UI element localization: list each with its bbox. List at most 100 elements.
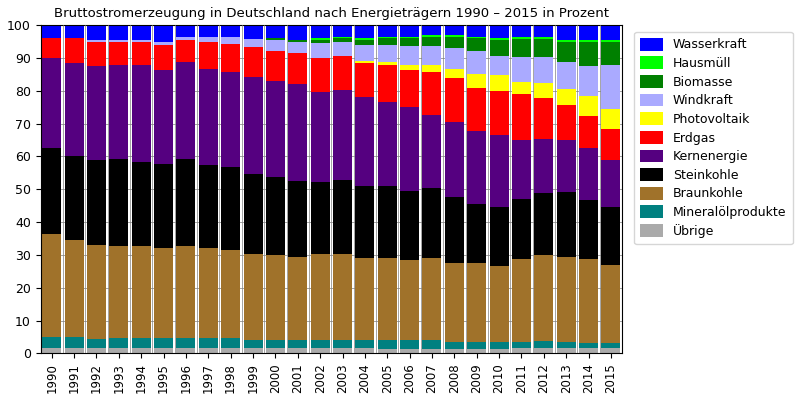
Bar	[579, 348, 598, 353]
Bar	[266, 40, 285, 51]
Bar	[198, 37, 218, 42]
Bar	[422, 25, 442, 35]
Bar	[534, 138, 554, 193]
Bar	[579, 96, 598, 116]
Bar	[355, 38, 374, 40]
Bar	[490, 40, 509, 56]
Bar	[534, 342, 554, 348]
Bar	[445, 348, 464, 353]
Bar	[557, 140, 576, 192]
Bar	[266, 177, 285, 256]
Bar	[400, 70, 419, 107]
Bar	[87, 40, 106, 42]
Bar	[602, 40, 621, 42]
Bar	[198, 338, 218, 348]
Bar	[333, 56, 352, 90]
Bar	[512, 198, 531, 259]
Bar	[534, 83, 554, 98]
Bar	[557, 348, 576, 353]
Bar	[445, 78, 464, 122]
Bar	[266, 256, 285, 340]
Bar	[65, 38, 83, 63]
Bar	[422, 36, 442, 46]
Bar	[198, 68, 218, 165]
Bar	[333, 38, 352, 42]
Bar	[310, 182, 330, 254]
Legend: Wasserkraft, Hausmüll, Biomasse, Windkraft, Photovoltaik, Erdgas, Kernenergie, S: Wasserkraft, Hausmüll, Biomasse, Windkra…	[634, 32, 793, 244]
Bar	[355, 348, 374, 353]
Bar	[557, 342, 576, 348]
Bar	[400, 260, 419, 340]
Bar	[288, 84, 307, 181]
Bar	[579, 259, 598, 343]
Bar	[132, 348, 150, 353]
Bar	[445, 35, 464, 36]
Bar	[355, 25, 374, 38]
Bar	[512, 37, 531, 39]
Bar	[243, 77, 262, 174]
Bar	[221, 167, 240, 250]
Bar	[42, 25, 62, 38]
Bar	[333, 254, 352, 340]
Bar	[110, 40, 128, 42]
Bar	[266, 25, 285, 38]
Bar	[154, 348, 173, 353]
Bar	[534, 37, 554, 39]
Bar	[310, 40, 330, 43]
Bar	[177, 159, 195, 246]
Bar	[512, 57, 531, 82]
Bar	[579, 66, 598, 96]
Bar	[534, 39, 554, 58]
Bar	[490, 25, 509, 38]
Bar	[579, 40, 598, 42]
Bar	[512, 342, 531, 348]
Bar	[243, 38, 262, 47]
Bar	[221, 250, 240, 338]
Bar	[557, 25, 576, 40]
Bar	[355, 61, 374, 63]
Bar	[132, 42, 150, 65]
Bar	[467, 342, 486, 348]
Bar	[87, 66, 106, 160]
Bar	[355, 258, 374, 340]
Bar	[198, 42, 218, 68]
Bar	[422, 348, 442, 353]
Bar	[266, 38, 285, 40]
Bar	[445, 122, 464, 197]
Bar	[154, 164, 173, 248]
Bar	[110, 25, 128, 40]
Bar	[198, 25, 218, 37]
Bar	[602, 108, 621, 128]
Bar	[602, 160, 621, 207]
Bar	[221, 44, 240, 72]
Bar	[310, 43, 330, 58]
Bar	[87, 338, 106, 348]
Bar	[579, 343, 598, 348]
Bar	[467, 263, 486, 342]
Bar	[243, 25, 262, 38]
Bar	[177, 37, 195, 40]
Bar	[378, 186, 397, 258]
Bar	[154, 338, 173, 348]
Bar	[445, 48, 464, 69]
Bar	[512, 39, 531, 57]
Bar	[333, 42, 352, 56]
Bar	[512, 140, 531, 198]
Bar	[378, 36, 397, 38]
Bar	[110, 42, 128, 65]
Bar	[400, 348, 419, 353]
Bar	[579, 148, 598, 200]
Bar	[445, 69, 464, 78]
Bar	[355, 40, 374, 45]
Bar	[422, 66, 442, 72]
Bar	[333, 348, 352, 353]
Bar	[467, 348, 486, 353]
Bar	[243, 348, 262, 353]
Bar	[333, 37, 352, 38]
Bar	[378, 62, 397, 66]
Bar	[512, 259, 531, 342]
Bar	[602, 25, 621, 40]
Bar	[333, 25, 352, 37]
Bar	[177, 40, 195, 62]
Bar	[490, 38, 509, 40]
